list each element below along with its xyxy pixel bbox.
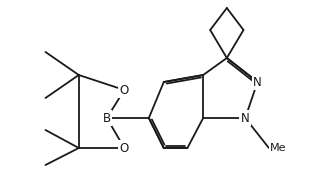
Text: O: O [120, 83, 129, 96]
Text: O: O [120, 142, 129, 154]
Text: N: N [253, 76, 262, 89]
Text: N: N [241, 111, 250, 125]
Text: Me: Me [270, 143, 286, 153]
Text: B: B [103, 111, 111, 125]
